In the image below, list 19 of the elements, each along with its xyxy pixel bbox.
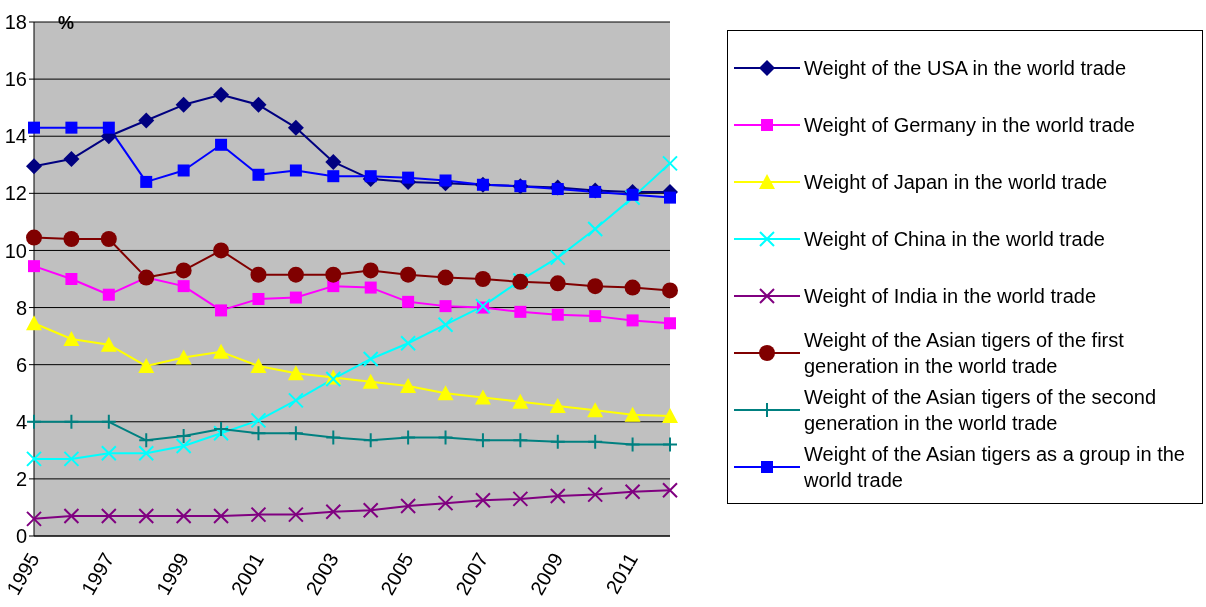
legend-label: Weight of the Asian tigers as a group in the world trade [804, 441, 1186, 493]
y-tick-label: 0 [15, 525, 27, 548]
legend-label: Weight of the Asian tigers of the second generation in the world trade [804, 384, 1158, 436]
y-tick-label: 14 [4, 125, 27, 148]
y-tick-label: 6 [15, 353, 27, 376]
legend-label: Weight of Germany in the world trade [804, 112, 1135, 138]
y-tick-label: 8 [15, 296, 27, 319]
legend-label: Weight of the Asian tigers of the first generation in the world trade [804, 327, 1125, 379]
legend-label: Weight of Japan in the world trade [804, 169, 1108, 195]
y-axis-title: % [58, 12, 75, 33]
y-tick-label: 4 [15, 410, 27, 433]
legend-label: Weight of India in the world trade [804, 283, 1097, 309]
y-tick-label: 2 [15, 467, 27, 490]
legend-label: Weight of China in the world trade [804, 226, 1105, 252]
y-tick-label: 12 [4, 182, 27, 205]
y-tick-label: 10 [4, 239, 27, 262]
legend-label: Weight of the USA in the world trade [804, 55, 1127, 81]
y-tick-label: 16 [4, 68, 27, 91]
y-tick-label: 18 [4, 11, 27, 34]
